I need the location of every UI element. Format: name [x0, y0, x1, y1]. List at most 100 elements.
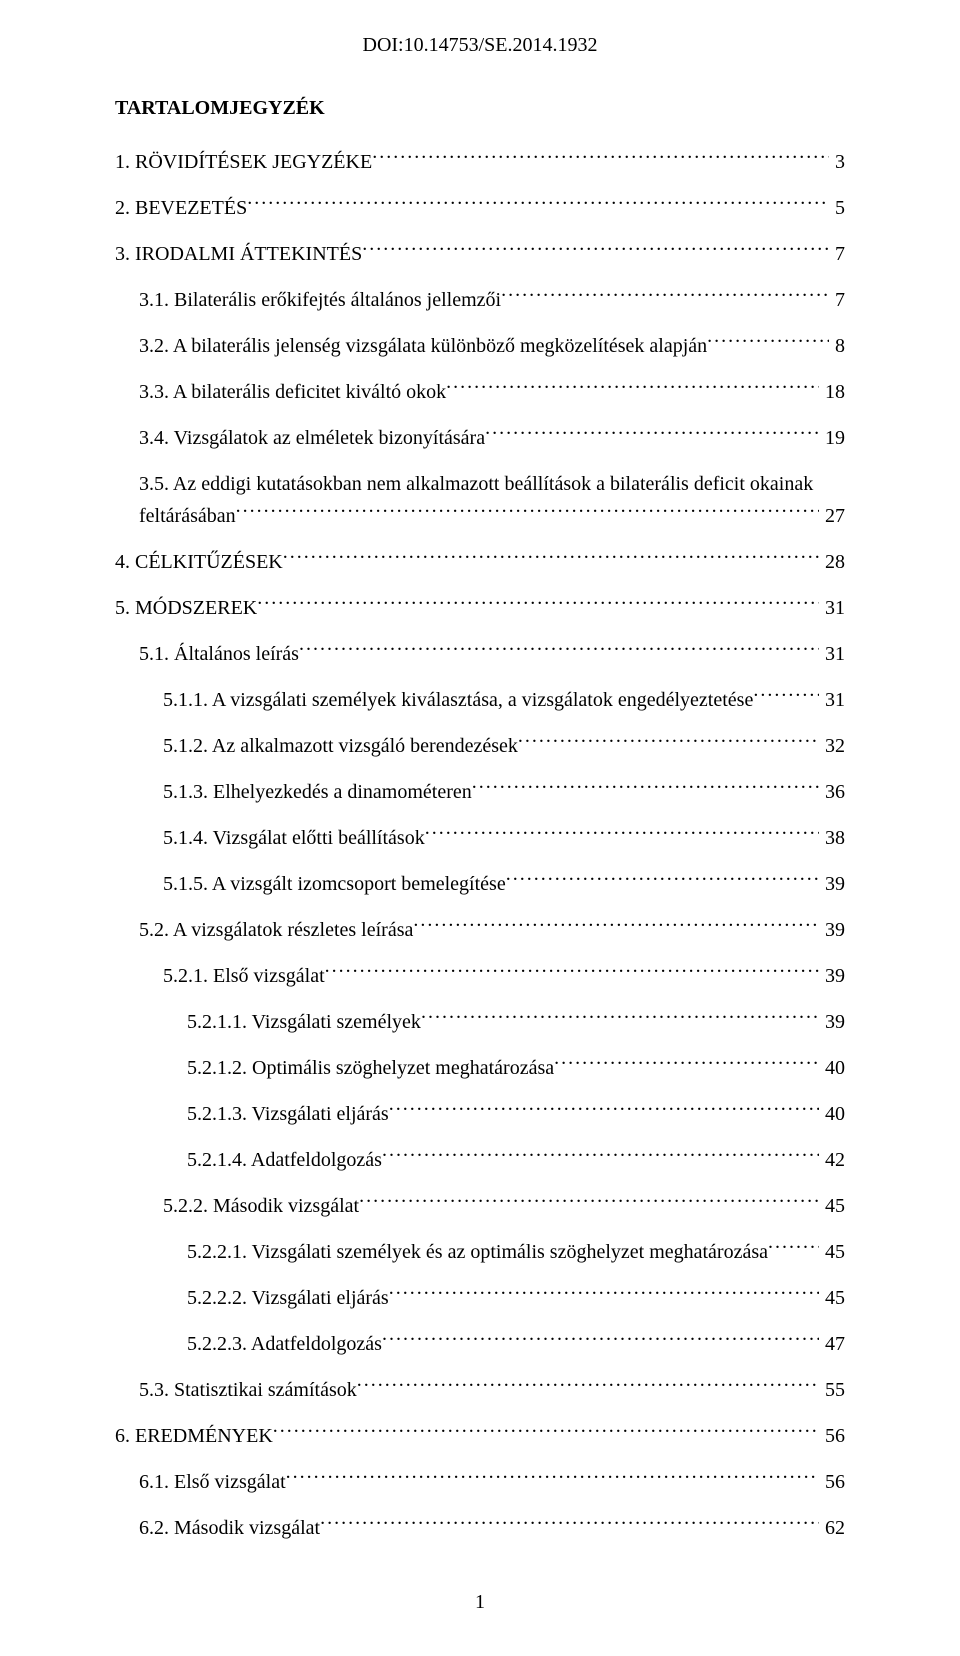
- toc-entry-label: 5.1.5. A vizsgált izomcsoport bemelegíté…: [163, 870, 506, 898]
- toc-entry-page: 7: [829, 286, 845, 314]
- toc-entry: 3.1. Bilaterális erőkifejtés általános j…: [115, 286, 845, 314]
- toc-leader: [501, 286, 829, 306]
- toc-leader: [299, 640, 819, 660]
- toc-leader: [273, 1422, 819, 1442]
- toc-entry-page: 42: [819, 1146, 845, 1174]
- toc-entry-label: 5.2.2.2. Vizsgálati eljárás: [187, 1284, 389, 1312]
- toc-leader: [421, 1008, 819, 1028]
- toc-entry: 5.1.2. Az alkalmazott vizsgáló berendezé…: [115, 732, 845, 760]
- toc-entry-label: 5.1. Általános leírás: [139, 640, 299, 668]
- toc-entry-page: 39: [819, 870, 845, 898]
- toc-entry: 3.4. Vizsgálatok az elméletek bizonyítás…: [115, 424, 845, 452]
- toc-entry-label: 5.2.1.2. Optimális szöghelyzet meghatáro…: [187, 1054, 554, 1082]
- toc-leader: [362, 240, 829, 260]
- toc-entry: 5.2.1.2. Optimális szöghelyzet meghatáro…: [115, 1054, 845, 1082]
- toc-leader: [247, 194, 829, 214]
- toc-entry: 3.5. Az eddigi kutatásokban nem alkalmaz…: [115, 470, 845, 498]
- toc-entry-label: 5. MÓDSZEREK: [115, 594, 257, 622]
- toc-entry-page: 39: [819, 962, 845, 990]
- toc-entry-label: 3.4. Vizsgálatok az elméletek bizonyítás…: [139, 424, 485, 452]
- toc-entry-page: 3: [829, 148, 845, 176]
- toc-entry-label: 5.2.2. Második vizsgálat: [163, 1192, 359, 1220]
- toc-entry-page: 39: [819, 916, 845, 944]
- document-page: DOI:10.14753/SE.2014.1932 TARTALOMJEGYZÉ…: [0, 0, 960, 1656]
- toc-heading: TARTALOMJEGYZÉK: [115, 97, 845, 120]
- toc-leader: [372, 148, 829, 168]
- toc-entry-page: 40: [819, 1054, 845, 1082]
- toc-entry-page: 36: [819, 778, 845, 806]
- toc-entry: 4. CÉLKITŰZÉSEK28: [115, 548, 845, 576]
- toc-entry-label: 3.1. Bilaterális erőkifejtés általános j…: [139, 286, 501, 314]
- toc-leader: [425, 824, 819, 844]
- toc-leader: [768, 1238, 819, 1258]
- toc-entry: 6.2. Második vizsgálat 62: [115, 1514, 845, 1542]
- toc-entry-page: 62: [819, 1514, 845, 1542]
- toc-entry-label: 5.1.4. Vizsgálat előtti beállítások: [163, 824, 425, 852]
- toc-entry: 3.3. A bilaterális deficitet kiváltó oko…: [115, 378, 845, 406]
- toc-entry-page: 56: [819, 1468, 845, 1496]
- toc-entry: 5.2.2.1. Vizsgálati személyek és az opti…: [115, 1238, 845, 1266]
- toc-leader: [283, 548, 819, 568]
- toc-entry: 5.2.2.3. Adatfeldolgozás47: [115, 1330, 845, 1358]
- toc-entry: 1. RÖVIDÍTÉSEK JEGYZÉKE 3: [115, 148, 845, 176]
- toc-entry-label: 3. IRODALMI ÁTTEKINTÉS: [115, 240, 362, 268]
- toc-entry-label: 5.3. Statisztikai számítások: [139, 1376, 357, 1404]
- toc-entry: 3.2. A bilaterális jelenség vizsgálata k…: [115, 332, 845, 360]
- toc-entry-label-cont: feltárásában: [139, 502, 236, 530]
- toc-leader: [753, 686, 819, 706]
- toc-leader: [257, 594, 819, 614]
- toc-leader: [472, 778, 819, 798]
- toc-entry-label: 3.3. A bilaterális deficitet kiváltó oko…: [139, 378, 446, 406]
- toc-entry-label: 5.2.1. Első vizsgálat: [163, 962, 325, 990]
- toc-entry: 6. EREDMÉNYEK 56: [115, 1422, 845, 1450]
- toc-entry-label: 6. EREDMÉNYEK: [115, 1422, 273, 1450]
- toc-entry-label: 5.2.1.4. Adatfeldolgozás: [187, 1146, 382, 1174]
- toc-entry-page: 5: [829, 194, 845, 222]
- toc-entry-label: 3.5. Az eddigi kutatásokban nem alkalmaz…: [139, 470, 813, 498]
- toc-leader: [446, 378, 819, 398]
- toc-leader: [382, 1330, 819, 1350]
- toc-entry: 5.1.4. Vizsgálat előtti beállítások 38: [115, 824, 845, 852]
- toc-entry-page: 31: [819, 594, 845, 622]
- toc-entry-page: 56: [819, 1422, 845, 1450]
- toc-entry-page: 19: [819, 424, 845, 452]
- toc-entry-label: 6.2. Második vizsgálat: [139, 1514, 320, 1542]
- toc-entry: 5.2.1.1. Vizsgálati személyek39: [115, 1008, 845, 1036]
- toc-entry-page: 55: [819, 1376, 845, 1404]
- toc-entry-label: 2. BEVEZETÉS: [115, 194, 247, 222]
- toc-entry-page: 7: [829, 240, 845, 268]
- toc-entry-page: 31: [819, 686, 845, 714]
- toc-entry: 5.1.5. A vizsgált izomcsoport bemelegíté…: [115, 870, 845, 898]
- toc-entry-label: 3.2. A bilaterális jelenség vizsgálata k…: [139, 332, 707, 360]
- toc-entry-label: 1. RÖVIDÍTÉSEK JEGYZÉKE: [115, 148, 372, 176]
- toc-entry: 5.1.1. A vizsgálati személyek kiválasztá…: [115, 686, 845, 714]
- toc-entry-label: 5.1.3. Elhelyezkedés a dinamométeren: [163, 778, 472, 806]
- toc-entry: 5.2.2. Második vizsgálat 45: [115, 1192, 845, 1220]
- toc-leader: [554, 1054, 819, 1074]
- toc-entry-page: 28: [819, 548, 845, 576]
- toc-entry: 5.3. Statisztikai számítások 55: [115, 1376, 845, 1404]
- toc-entry-label: 5.2.1.1. Vizsgálati személyek: [187, 1008, 421, 1036]
- toc-leader: [707, 332, 829, 352]
- toc-entry-label: 5.2.1.3. Vizsgálati eljárás: [187, 1100, 389, 1128]
- toc-entry: 2. BEVEZETÉS 5: [115, 194, 845, 222]
- toc-entry-label: 5.2.2.1. Vizsgálati személyek és az opti…: [187, 1238, 768, 1266]
- toc-entry-page: 38: [819, 824, 845, 852]
- toc-entry-page: 32: [819, 732, 845, 760]
- toc-entry-page: 45: [819, 1192, 845, 1220]
- toc-leader: [236, 502, 819, 522]
- toc-entry: 3. IRODALMI ÁTTEKINTÉS 7: [115, 240, 845, 268]
- toc-entry-page: 45: [819, 1238, 845, 1266]
- toc-leader: [389, 1100, 819, 1120]
- toc-leader: [506, 870, 819, 890]
- toc-entry-page: 27: [819, 502, 845, 530]
- toc-entry-label: 5.2. A vizsgálatok részletes leírása: [139, 916, 413, 944]
- toc-entry: 6.1. Első vizsgálat 56: [115, 1468, 845, 1496]
- toc-entry-label: 6.1. Első vizsgálat: [139, 1468, 286, 1496]
- toc-leader: [286, 1468, 819, 1488]
- toc-entry-page: 40: [819, 1100, 845, 1128]
- toc-entry-page: 45: [819, 1284, 845, 1312]
- toc-entry: 5.1.3. Elhelyezkedés a dinamométeren 36: [115, 778, 845, 806]
- toc-entry: 5.2.1.3. Vizsgálati eljárás 40: [115, 1100, 845, 1128]
- page-number: 1: [0, 1591, 960, 1614]
